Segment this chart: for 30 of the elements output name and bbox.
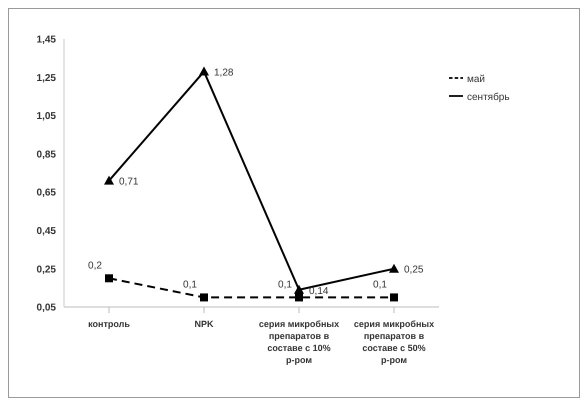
point <box>105 274 113 282</box>
data-label: 0,1 <box>278 279 292 290</box>
y-tick-label: 1,05 <box>36 111 56 122</box>
point <box>104 176 114 185</box>
data-label: 0,25 <box>404 264 424 276</box>
point <box>294 284 304 294</box>
data-label: 0,71 <box>119 176 139 188</box>
point <box>200 293 208 302</box>
y-tick-label: 1,45 <box>36 34 56 46</box>
y-tick-label: 0,45 <box>36 226 56 237</box>
x-tick-label: серия микробных препаратов в составе с 10% р-ром <box>258 319 340 365</box>
legend-label: сентябрь <box>467 92 510 103</box>
data-label: 0,1 <box>183 279 198 290</box>
y-tick-label: 0,25 <box>36 264 56 276</box>
y-tick-label: 0,05 <box>36 302 56 314</box>
x-tick-label: NPK <box>194 319 214 329</box>
data-label: 0,2 <box>88 260 102 272</box>
x-tick-label: контроль <box>88 319 130 329</box>
point <box>199 66 209 76</box>
data-label: 0,1 <box>373 279 388 290</box>
y-tick-label: 1,25 <box>36 72 56 84</box>
y-tick-label: 0,65 <box>36 188 56 199</box>
point <box>390 293 398 302</box>
x-tick-label: серия микробных препаратов в составе с 50% р-ром <box>354 319 434 365</box>
y-tick-label: 0,85 <box>36 149 56 160</box>
data-label: 0,14 <box>309 286 329 297</box>
data-label: 1,28 <box>214 68 234 79</box>
point <box>295 293 303 302</box>
legend-label: май <box>467 74 486 85</box>
point <box>389 264 399 273</box>
